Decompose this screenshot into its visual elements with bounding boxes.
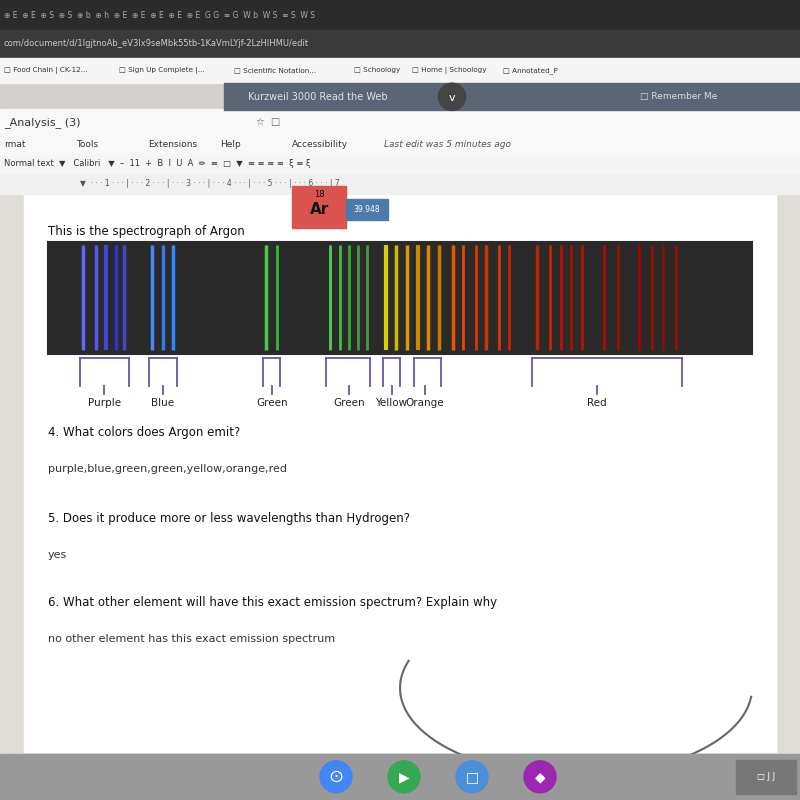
Text: Help: Help	[220, 140, 241, 150]
Text: 6. What other element will have this exact emission spectrum? Explain why: 6. What other element will have this exa…	[48, 596, 497, 609]
Text: _Analysis_ (3): _Analysis_ (3)	[4, 117, 81, 128]
Text: □ Scientific Notation...: □ Scientific Notation...	[234, 67, 316, 74]
Text: Blue: Blue	[151, 398, 174, 408]
Text: 18: 18	[314, 190, 325, 199]
Circle shape	[456, 761, 488, 793]
Text: □ Annotated_P: □ Annotated_P	[503, 67, 558, 74]
Text: This is the spectrograph of Argon: This is the spectrograph of Argon	[48, 226, 245, 238]
Text: ◆: ◆	[534, 770, 546, 784]
Bar	[0, 154, 800, 174]
Text: 4. What colors does Argon emit?: 4. What colors does Argon emit?	[48, 426, 240, 438]
Bar	[346, 199, 388, 220]
Text: □ Remember Me: □ Remember Me	[640, 92, 718, 102]
Bar	[0, 109, 800, 136]
Text: purple,blue,green,green,yellow,orange,red: purple,blue,green,green,yellow,orange,re…	[48, 464, 287, 474]
Text: ▶: ▶	[398, 770, 410, 784]
Text: Purple: Purple	[88, 398, 121, 408]
Bar	[48, 242, 752, 354]
Text: Orange: Orange	[406, 398, 444, 408]
Bar	[0, 0, 800, 30]
Bar	[0, 110, 800, 800]
Text: □: □	[466, 770, 478, 784]
Bar	[0, 174, 800, 194]
Text: Green: Green	[334, 398, 365, 408]
Text: □ Sign Up Complete |...: □ Sign Up Complete |...	[119, 67, 205, 74]
Text: rmat: rmat	[4, 140, 26, 150]
Text: □ Food Chain | CK-12...: □ Food Chain | CK-12...	[4, 67, 87, 74]
Text: Accessibility: Accessibility	[292, 140, 348, 150]
Text: Tools: Tools	[76, 140, 98, 150]
Text: □ Home | Schoology: □ Home | Schoology	[412, 67, 486, 74]
Text: Kurzweil 3000 Read the Web: Kurzweil 3000 Read the Web	[248, 92, 388, 102]
Circle shape	[320, 761, 352, 793]
Bar	[292, 186, 346, 228]
Text: Ar: Ar	[310, 202, 329, 217]
Text: com/document/d/1IgjtnoAb_eV3lx9seMbk55tb-1KaVmLYjf-2LzHlHMU/edit: com/document/d/1IgjtnoAb_eV3lx9seMbk55tb…	[4, 39, 309, 49]
Bar	[0, 30, 800, 58]
Text: 5. Does it produce more or less wavelengths than Hydrogen?: 5. Does it produce more or less waveleng…	[48, 512, 410, 525]
Text: □ J J: □ J J	[757, 772, 774, 782]
Circle shape	[388, 761, 420, 793]
Circle shape	[438, 83, 466, 110]
Text: yes: yes	[48, 550, 67, 560]
Text: Red: Red	[587, 398, 607, 408]
Text: □ Schoology: □ Schoology	[354, 67, 401, 74]
Bar	[0, 754, 800, 800]
Bar	[0, 136, 800, 154]
Text: Green: Green	[256, 398, 288, 408]
Bar	[736, 760, 796, 794]
Text: Last edit was 5 minutes ago: Last edit was 5 minutes ago	[384, 140, 511, 150]
Text: ▼  · · · 1 · · · | · · · 2 · · · | · · · 3 · · · | · · · 4 · · · | · · · 5 · · ·: ▼ · · · 1 · · · | · · · 2 · · · | · · · …	[80, 179, 340, 189]
Text: ⊙: ⊙	[329, 768, 343, 786]
Text: Normal text  ▼   Calibri   ▼  –  11  +  B  I  U  A  ✏  ≡  □  ▼  ≡ ≡ ≡ ≡  ξ ≡ ξ: Normal text ▼ Calibri ▼ – 11 + B I U A ✏…	[4, 159, 310, 169]
Text: no other element has this exact emission spectrum: no other element has this exact emission…	[48, 634, 335, 645]
Circle shape	[524, 761, 556, 793]
Bar	[0, 58, 800, 83]
Bar	[24, 112, 776, 752]
Text: 39.948: 39.948	[354, 205, 381, 214]
Text: Yellow: Yellow	[375, 398, 408, 408]
Text: Extensions: Extensions	[148, 140, 197, 150]
Bar	[224, 83, 800, 110]
Text: v: v	[449, 93, 455, 102]
Text: ☆  □: ☆ □	[256, 118, 280, 127]
Text: ⊕ E  ⊕ E  ⊕ S  ⊕ S  ⊕ b  ⊕ h  ⊕ E  ⊕ E  ⊕ E  ⊕ E  ⊕ E  G G  ≡ G  W b  W S  ≡ S  : ⊕ E ⊕ E ⊕ S ⊕ S ⊕ b ⊕ h ⊕ E ⊕ E ⊕ E ⊕ E …	[4, 10, 315, 20]
